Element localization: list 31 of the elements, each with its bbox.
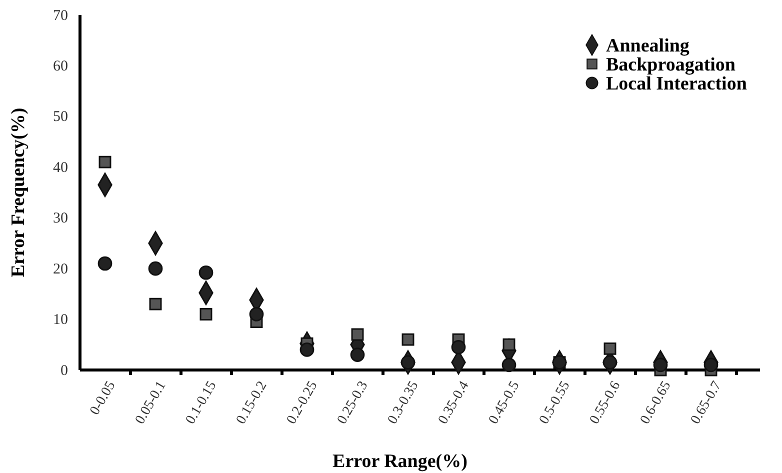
y-tick-label: 70 <box>53 8 68 24</box>
y-tick-label: 30 <box>53 210 68 227</box>
point <box>502 358 516 372</box>
point <box>149 298 162 310</box>
point <box>451 340 466 354</box>
y-tick-label: 40 <box>53 160 68 176</box>
point <box>198 265 214 280</box>
point <box>300 342 314 357</box>
point <box>148 261 163 276</box>
point <box>249 307 264 322</box>
y-tick-label: 20 <box>53 261 68 278</box>
point <box>653 358 668 372</box>
legend-label: Backproagation <box>606 54 736 76</box>
x-axis-title: Error Range(%) <box>332 451 468 472</box>
point <box>200 308 212 320</box>
y-tick-label: 60 <box>53 58 68 75</box>
point <box>704 358 718 372</box>
y-tick-label: 10 <box>53 312 68 328</box>
point <box>604 342 616 355</box>
y-axis-title: Error Frequency(%) <box>8 108 29 278</box>
legend-label: Annealing <box>606 36 690 57</box>
y-tick-label: 0 <box>60 362 68 379</box>
point <box>602 355 618 370</box>
y-tick-label: 50 <box>53 109 68 126</box>
point <box>400 355 416 370</box>
point <box>402 333 414 346</box>
legend-label: Local Interaction <box>606 74 748 95</box>
point <box>351 328 364 341</box>
point <box>350 348 365 362</box>
point <box>98 156 112 168</box>
point <box>98 256 112 271</box>
